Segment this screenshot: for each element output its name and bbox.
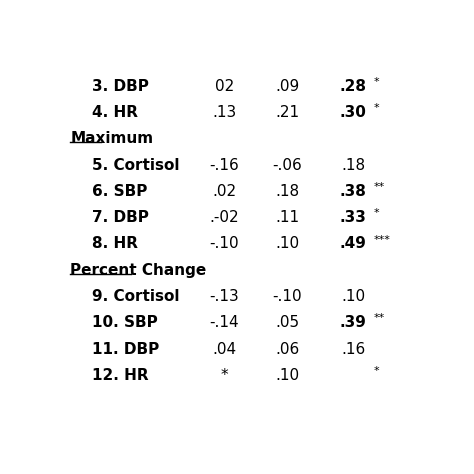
Text: 10. SBP: 10. SBP — [92, 315, 158, 330]
Text: 8. HR: 8. HR — [92, 237, 138, 251]
Text: .18: .18 — [275, 184, 299, 199]
Text: -.13: -.13 — [210, 289, 239, 304]
Text: *: * — [221, 368, 228, 383]
Text: .11: .11 — [275, 210, 299, 225]
Text: .16: .16 — [341, 342, 365, 356]
Text: .10: .10 — [341, 289, 365, 304]
Text: 11. DBP: 11. DBP — [92, 342, 160, 356]
Text: 4. HR: 4. HR — [92, 105, 138, 120]
Text: .18: .18 — [341, 158, 365, 173]
Text: .09: .09 — [275, 79, 299, 94]
Text: *: * — [374, 366, 379, 376]
Text: .04: .04 — [212, 342, 237, 356]
Text: .06: .06 — [275, 342, 299, 356]
Text: .13: .13 — [212, 105, 237, 120]
Text: 9. Cortisol: 9. Cortisol — [92, 289, 180, 304]
Text: -.10: -.10 — [210, 237, 239, 251]
Text: *: * — [374, 209, 379, 219]
Text: .38: .38 — [340, 184, 366, 199]
Text: 12. HR: 12. HR — [92, 368, 149, 383]
Text: .39: .39 — [340, 315, 366, 330]
Text: -.14: -.14 — [210, 315, 239, 330]
Text: **: ** — [374, 182, 384, 192]
Text: .28: .28 — [340, 79, 366, 94]
Text: Maximum: Maximum — [70, 131, 154, 146]
Text: .-02: .-02 — [210, 210, 239, 225]
Text: .02: .02 — [212, 184, 237, 199]
Text: 3. DBP: 3. DBP — [92, 79, 149, 94]
Text: .21: .21 — [275, 105, 299, 120]
Text: 02: 02 — [215, 79, 234, 94]
Text: -.10: -.10 — [272, 289, 302, 304]
Text: .10: .10 — [275, 368, 299, 383]
Text: 7. DBP: 7. DBP — [92, 210, 149, 225]
Text: Percent Change: Percent Change — [70, 263, 207, 278]
Text: .33: .33 — [340, 210, 366, 225]
Text: .10: .10 — [275, 237, 299, 251]
Text: 6. SBP: 6. SBP — [92, 184, 148, 199]
Text: *: * — [374, 103, 379, 113]
Text: ***: *** — [374, 235, 390, 245]
Text: **: ** — [374, 313, 384, 323]
Text: -.06: -.06 — [272, 158, 302, 173]
Text: .05: .05 — [275, 315, 299, 330]
Text: .49: .49 — [340, 237, 366, 251]
Text: *: * — [374, 77, 379, 87]
Text: -.16: -.16 — [210, 158, 239, 173]
Text: 5. Cortisol: 5. Cortisol — [92, 158, 180, 173]
Text: .30: .30 — [340, 105, 366, 120]
